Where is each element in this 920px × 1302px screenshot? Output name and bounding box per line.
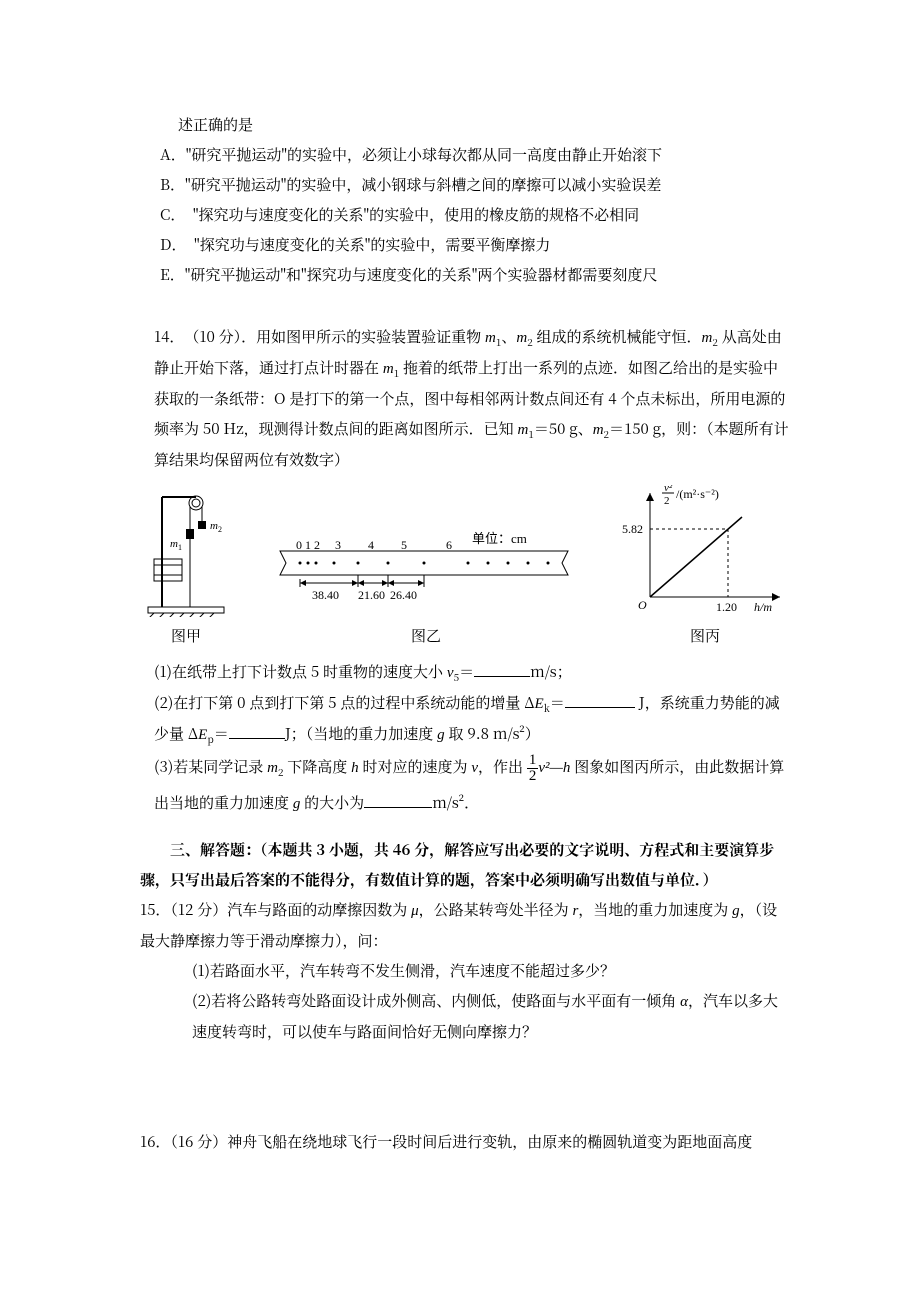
q13-opt-a: A．"研究平抛运动"的实验中，必须让小球每次都从同一高度由静止开始滚下 [140, 140, 790, 170]
q15-g: g [732, 903, 740, 919]
q14-m2d: m [267, 760, 278, 776]
q14-p1: (1)在纸带上打下计数点 5 时重物的速度大小 v5＝m/s； [140, 657, 790, 688]
blank-v5 [474, 660, 530, 678]
svg-text:26.40: 26.40 [390, 588, 417, 602]
q14-figures: m2 m1 图甲 单位：cm 0 1 2 3 4 5 6 [140, 485, 790, 651]
svg-text:2: 2 [664, 495, 670, 507]
svg-text:O: O [638, 598, 647, 612]
svg-text:1: 1 [178, 543, 182, 552]
q14-p3a: (3)若某同学记录 [154, 756, 267, 777]
q14-p1a: (1)在纸带上打下计数点 5 时重物的速度大小 [154, 661, 447, 682]
q13-opt-b: B．"研究平抛运动"的实验中，减小钢球与斜槽之间的摩擦可以减小实验误差 [140, 170, 790, 200]
q14-p1b: ＝ [459, 661, 474, 682]
q16: 16．（16 分）神舟飞船在绕地球飞行一段时间后进行变轨，由原来的椭圆轨道变为距… [140, 1127, 790, 1157]
q14-m1c: m [518, 422, 529, 438]
q14-p3c: 时对应的速度为 [359, 756, 472, 777]
q14-h: h [351, 760, 359, 776]
q14-p3b: 下降高度 [283, 756, 351, 777]
blank-g [364, 790, 432, 808]
fig-c-cap: 图丙 [690, 621, 720, 651]
q15-h2: ，公路某转弯处半径为 [419, 899, 573, 920]
q14-p2e: J；（当地的重力加速度 [285, 723, 437, 744]
q14-m1: m [485, 330, 496, 346]
q14: 14． （10 分）．用如图甲所示的实验装置验证重物 m1、m2 组成的系统机械… [140, 322, 790, 821]
q13-opt-c: C． "探究功与速度变化的关系"的实验中，使用的橡皮筋的规格不必相同 [140, 200, 790, 230]
q14-p2d: ＝ [214, 723, 229, 744]
q14-t1: 14． （10 分）．用如图甲所示的实验装置验证重物 [154, 326, 485, 347]
frac-d: 2 [527, 769, 539, 784]
svg-text:21.60: 21.60 [358, 588, 385, 602]
graph-svg: v² 2 /(m²·s⁻²) 5.82 O 1.20 h/m [620, 485, 790, 617]
svg-text:0 1 2 3 4 5 6: 0 1 2 3 4 5 6 [296, 538, 452, 552]
q15-mu: μ [411, 903, 419, 919]
svg-text:m: m [210, 520, 218, 532]
q14-t2: 组成的系统机械能守恒． [533, 326, 702, 347]
svg-text:m: m [170, 538, 178, 550]
q15-stem: 15．（12 分）汽车与路面的动摩擦因数为 μ，公路某转弯处半径为 r，当地的重… [140, 895, 790, 956]
svg-text:/(m²·s⁻²): /(m²·s⁻²) [676, 487, 719, 501]
q14-Ek: E [535, 696, 544, 712]
q15-p2: (2)若将公路转弯处路面设计成外侧高、内侧低，使路面与水平面有一倾角 α，汽车以… [140, 986, 790, 1047]
q14-stem: 14． （10 分）．用如图甲所示的实验装置验证重物 m1、m2 组成的系统机械… [140, 322, 790, 475]
q14-p1c: m/s； [530, 661, 572, 682]
svg-text:5.82: 5.82 [622, 522, 643, 536]
q14-conj1: 、 [501, 326, 516, 347]
q13-stem-cont: 述正确的是 [140, 110, 790, 140]
q14-m1b: m [383, 361, 394, 377]
q15-p2a: (2)若将公路转弯处路面设计成外侧高、内侧低，使路面与水平面有一倾角 [192, 990, 680, 1011]
q14-p3d: ，作出 [478, 756, 527, 777]
q13-opt-d: D． "探究功与速度变化的关系"的实验中，需要平衡摩擦力 [140, 230, 790, 260]
q14-Ep: E [198, 727, 207, 743]
q14-p2a: (2)在打下第 0 点到打下第 5 点的过程中系统动能的增量 Δ [154, 692, 535, 713]
svg-text:h/m: h/m [754, 600, 772, 614]
blank-Ep [229, 722, 285, 740]
q14-p2: (2)在打下第 0 点到打下第 5 点的过程中系统动能的增量 ΔEk＝ J，系统… [140, 688, 790, 750]
q14-m2b: m [702, 330, 713, 346]
q15: 15．（12 分）汽车与路面的动摩擦因数为 μ，公路某转弯处半径为 r，当地的重… [140, 895, 790, 1047]
q14-m2c: m [593, 422, 604, 438]
svg-text:1.20: 1.20 [716, 600, 737, 614]
section-3-heading: 三、解答题：（本题共 3 小题，共 46 分，解答应写出必要的文字说明、方程式和… [140, 835, 790, 895]
q14-g: g [437, 727, 445, 743]
q16-stem: 16．（16 分）神舟飞船在绕地球飞行一段时间后进行变轨，由原来的椭圆轨道变为距… [140, 1127, 790, 1157]
q14-p2f: 取 9.8 m/s²） [445, 723, 540, 744]
blank-Ek [565, 691, 635, 709]
q15-h1: 15．（12 分）汽车与路面的动摩擦因数为 [140, 899, 411, 920]
fig-a: m2 m1 图甲 [140, 489, 232, 651]
q14-v5: v [447, 665, 454, 681]
fig-c: v² 2 /(m²·s⁻²) 5.82 O 1.20 h/m 图丙 [620, 485, 790, 651]
svg-text:v²: v² [664, 485, 673, 494]
q14-p3h: m/s²． [432, 792, 479, 813]
fig-b: 单位：cm 0 1 2 3 4 5 6 38 [276, 525, 576, 651]
q14-eq1: ＝50 g、 [534, 418, 593, 439]
q14-p2b: ＝ [550, 692, 565, 713]
q15-p1: (1)若路面水平，汽车转弯不发生侧滑，汽车速度不能超过多少？ [140, 956, 790, 986]
q14-p3e: v²—h [538, 760, 570, 776]
svg-text:单位：cm: 单位：cm [472, 531, 527, 546]
q13-opt-e: E．"研究平抛运动"和"探究功与速度变化的关系"两个实验器材都需要刻度尺 [140, 260, 790, 290]
svg-text:2: 2 [218, 525, 222, 534]
fig-b-cap: 图乙 [411, 621, 441, 651]
q14-p3: (3)若某同学记录 m2 下降高度 h 时对应的速度为 v，作出 12v²—h … [140, 750, 790, 821]
q15-alpha: α [680, 994, 688, 1010]
tape-svg: 单位：cm 0 1 2 3 4 5 6 38 [276, 525, 576, 617]
svg-text:38.40: 38.40 [312, 588, 339, 602]
q15-h3: ，当地的重力加速度为 [578, 899, 732, 920]
q14-m2: m [516, 330, 527, 346]
frac-n: 1 [527, 753, 539, 769]
q14-v: v [471, 760, 478, 776]
apparatus-svg: m2 m1 [140, 489, 232, 617]
frac-half: 12 [527, 753, 539, 784]
q14-p3g: 的大小为 [300, 792, 364, 813]
fig-a-cap: 图甲 [171, 621, 201, 651]
